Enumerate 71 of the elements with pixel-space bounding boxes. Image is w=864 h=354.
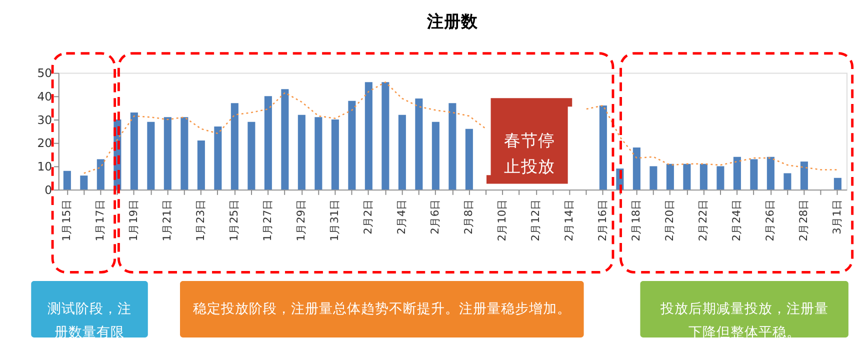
y-tick-label: 30 <box>37 112 52 127</box>
bar <box>248 122 256 190</box>
bar <box>364 82 372 190</box>
bar <box>666 164 674 190</box>
bar <box>214 126 222 190</box>
bar <box>398 114 406 190</box>
x-tick-label: 3月1日 <box>830 198 844 234</box>
bar <box>650 166 658 190</box>
bar <box>834 178 842 190</box>
bar <box>348 100 356 190</box>
x-tick-label: 2月20日 <box>663 198 676 242</box>
x-tick-label: 1月31日 <box>328 198 342 242</box>
annotation: 春节停止投放 <box>504 130 555 176</box>
x-tick-label: 1月21日 <box>160 198 174 242</box>
bar <box>197 140 205 190</box>
y-tick-label: 40 <box>37 90 52 104</box>
x-tick-label: 1月15日 <box>60 198 74 242</box>
x-tick-label: 2月8日 <box>462 198 476 234</box>
bar <box>448 103 456 190</box>
bar <box>599 106 607 190</box>
bar <box>331 120 339 190</box>
x-tick-label: 2月24日 <box>730 198 744 242</box>
bar <box>766 156 774 190</box>
bar <box>750 159 758 190</box>
x-tick-label: 2月28日 <box>797 198 810 242</box>
x-tick-label: 2月18日 <box>630 198 643 242</box>
bar <box>230 103 238 190</box>
bar <box>784 173 792 190</box>
x-tick-label: 2月10日 <box>496 198 509 242</box>
bar <box>264 96 272 190</box>
bar <box>298 114 306 190</box>
x-tick-label: 1月23日 <box>194 198 208 242</box>
x-tick-label: 1月27日 <box>261 198 274 242</box>
text: 测试阶段，注册数量有限 <box>48 301 132 340</box>
y-tick-label: 50 <box>37 66 52 80</box>
bar <box>147 122 155 190</box>
x-tick-label: 2月16日 <box>596 198 610 242</box>
x-tick-label: 2月2日 <box>362 198 375 234</box>
bar <box>281 89 289 190</box>
bar <box>465 128 473 190</box>
chart-title: 注册数 <box>426 12 479 31</box>
x-tick-label: 1月17日 <box>94 198 107 242</box>
x-tick-label: 2月22日 <box>696 198 710 242</box>
x-tick-label: 2月14日 <box>562 198 576 242</box>
x-tick-label: 2月12日 <box>529 198 542 242</box>
bar <box>63 170 71 190</box>
y-tick-label: 20 <box>37 136 52 150</box>
bar <box>382 82 390 190</box>
bar <box>716 166 724 190</box>
text: 稳定投放阶段，注册量总体趋势不断提升。注册量稳步增加。 <box>192 301 571 318</box>
bar <box>683 164 691 190</box>
bar <box>96 159 104 190</box>
x-tick-label: 1月29日 <box>294 198 308 242</box>
bar <box>415 98 423 190</box>
bar <box>632 148 640 190</box>
bar <box>733 156 741 190</box>
y-tick-label: 10 <box>37 160 52 174</box>
x-tick-label: 2月6日 <box>428 198 442 234</box>
bar <box>314 117 322 190</box>
x-tick-label: 1月25日 <box>228 198 241 242</box>
bar <box>80 176 88 190</box>
bar <box>700 164 708 190</box>
y-tick-label: 0 <box>44 182 52 197</box>
x-tick-label: 1月19日 <box>127 198 140 242</box>
bar <box>432 122 440 190</box>
x-tick-label: 2月4日 <box>395 198 408 234</box>
x-tick-label: 2月26日 <box>764 198 777 242</box>
bar <box>800 162 808 190</box>
bar <box>164 117 172 190</box>
bar <box>180 117 188 190</box>
bar <box>130 112 138 190</box>
